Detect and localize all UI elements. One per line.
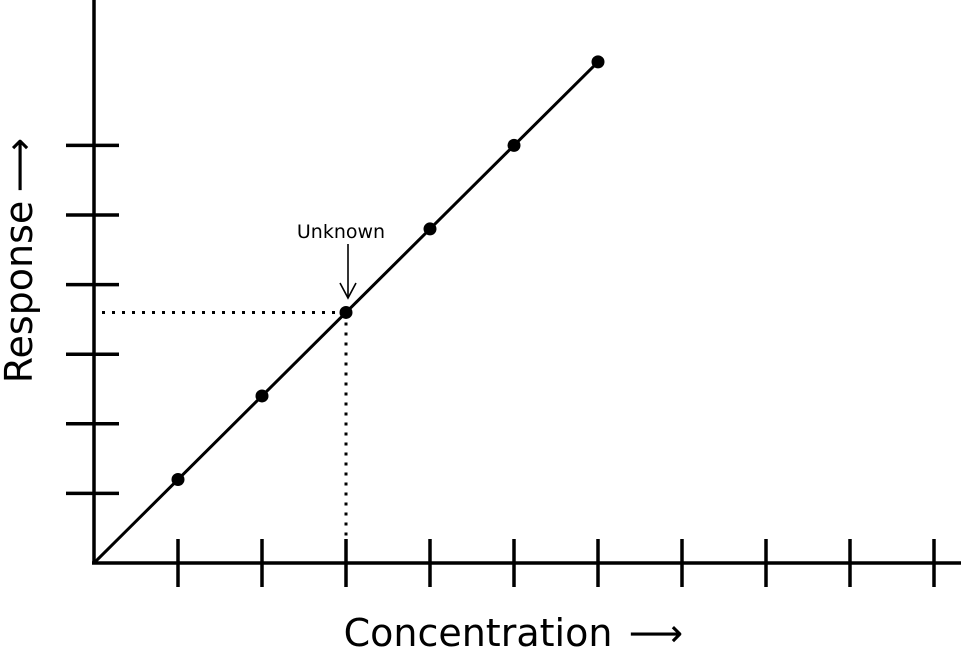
data-point-2 (255, 389, 269, 403)
unknown-annotation: Unknown (297, 221, 385, 300)
unknown-guide-lines (102, 310, 348, 549)
data-point-1 (171, 472, 185, 486)
y-axis-title: Response ⟶ (0, 138, 41, 384)
data-point-6 (591, 55, 605, 69)
data-point-4 (423, 222, 437, 236)
data-point-3 (339, 305, 353, 319)
data-point-5 (507, 138, 521, 152)
unknown-label: Unknown (297, 221, 385, 243)
y-axis-arrow-icon: ⟶ (0, 138, 41, 192)
x-axis-label: Concentration (344, 611, 613, 647)
x-axis-title: Concentration ⟶ (344, 611, 684, 647)
x-axis-arrow-icon: ⟶ (629, 611, 683, 647)
unknown-arrow-head (339, 282, 357, 300)
y-axis-label: Response (0, 201, 41, 384)
data-points (171, 55, 605, 486)
